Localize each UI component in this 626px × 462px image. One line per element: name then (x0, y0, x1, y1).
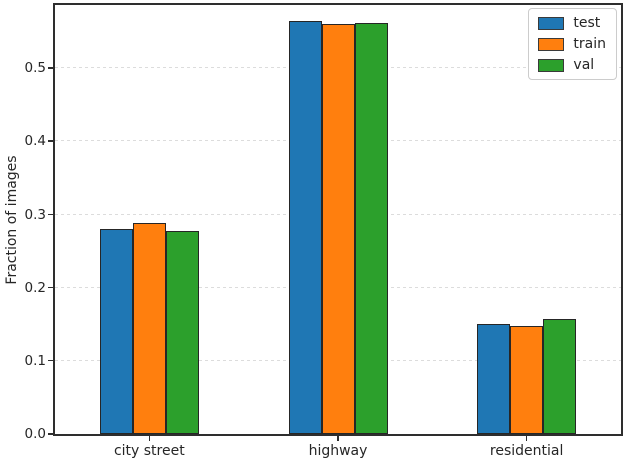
y-tick-label-0.2: 0.2 (24, 279, 46, 296)
bar-val-city-street (165, 231, 199, 434)
legend-swatch-test-icon (538, 16, 565, 30)
x-tick-label-city-street: city street (113, 443, 185, 459)
bar-val-highway (354, 22, 388, 434)
x-tick-label-highway: highway (308, 443, 368, 459)
bar-test-residential (477, 323, 511, 434)
legend-label-val: val (573, 57, 595, 73)
legend-item-val: val (538, 57, 606, 73)
y-tick-mark-0.3 (48, 213, 53, 216)
legend-swatch-val-icon (538, 58, 565, 72)
y-tick-label-0.1: 0.1 (24, 352, 46, 369)
legend-label-test: test (573, 15, 601, 31)
y-tick-label-0.0: 0.0 (24, 426, 46, 442)
legend-label-train: train (573, 36, 606, 52)
x-tick-label-residential: residential (489, 443, 564, 459)
y-tick-mark-0.5 (48, 67, 53, 69)
legend-swatch-train-icon (538, 37, 565, 51)
bar-train-city-street (132, 223, 166, 434)
y-tick-label-0.3: 0.3 (24, 206, 46, 223)
bar-val-residential (543, 319, 577, 434)
y-tick-mark-0.2 (48, 286, 53, 289)
bar-train-residential (510, 325, 544, 434)
x-tick-mark-residential (525, 436, 528, 441)
bar-test-city-street (99, 229, 133, 434)
x-tick-mark-highway (337, 436, 339, 441)
bar-train-highway (321, 24, 355, 434)
y-axis-title: Fraction of images (4, 155, 20, 285)
y-tick-label-0.5: 0.5 (24, 60, 46, 77)
bar-test-highway (288, 20, 322, 434)
legend-item-train: train (538, 36, 606, 52)
legend: test train val (528, 8, 617, 80)
y-tick-label-0.4: 0.4 (24, 133, 46, 150)
x-tick-mark-city-street (148, 436, 151, 441)
y-tick-mark-0.1 (48, 359, 53, 362)
y-tick-mark-0.0 (48, 433, 53, 435)
plot-area (53, 3, 623, 436)
y-tick-mark-0.4 (48, 140, 53, 142)
legend-item-test: test (538, 15, 606, 31)
